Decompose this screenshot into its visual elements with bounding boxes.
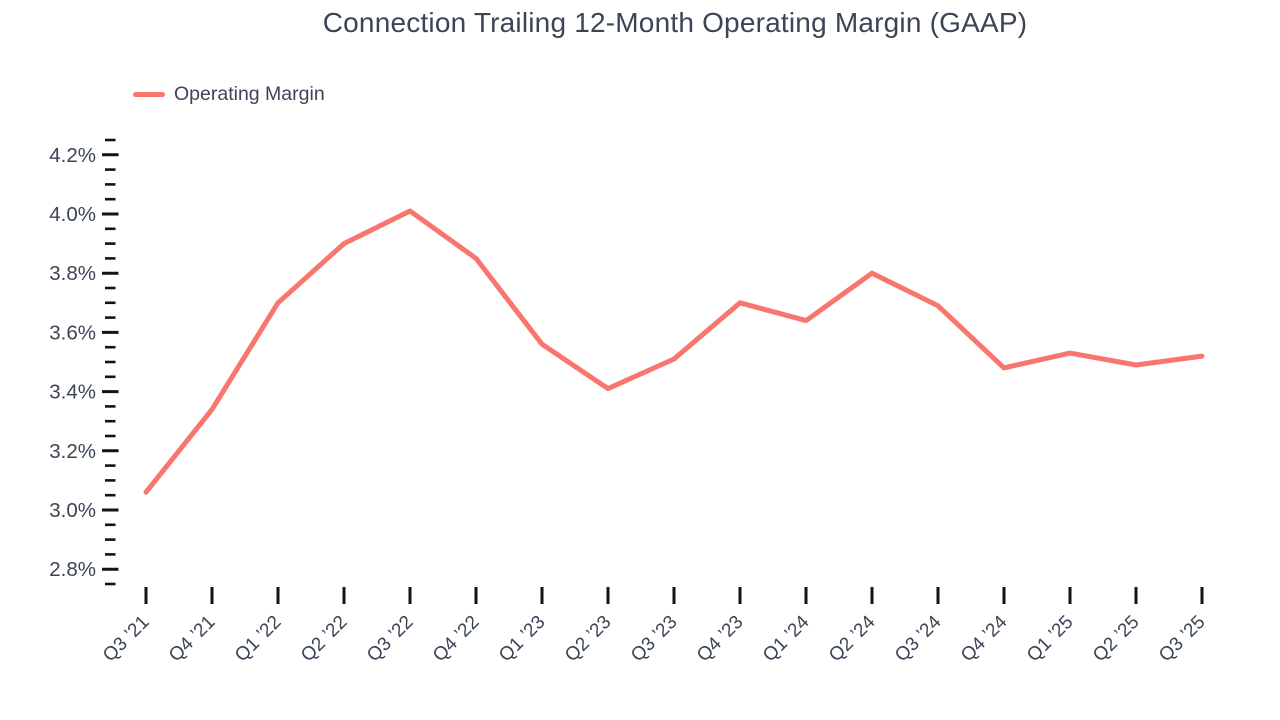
x-axis: Q3 ’21 Q4 ’21 Q1 ’22 Q2 ’22 Q3 ’22 Q4 ’22 Q1 ’… <box>99 587 1210 666</box>
y-axis-label: 4.0% <box>49 203 96 226</box>
x-axis-label: Q1 ’25 <box>1023 612 1077 666</box>
x-axis-label: Q4 ’23 <box>693 612 747 666</box>
x-axis-label: Q2 ’23 <box>561 612 615 666</box>
y-axis-label: 3.8% <box>49 262 96 285</box>
x-axis-label: Q3 ’21 <box>99 612 153 666</box>
y-axis: 4.2% 4.0% 3.8% 3.6% 3.4% 3.2% 3.0% 2.8% <box>49 138 119 586</box>
y-axis-label: 3.0% <box>49 499 96 522</box>
x-axis-label: Q3 ’23 <box>627 612 681 666</box>
x-axis-label: Q2 ’24 <box>825 611 880 666</box>
y-axis-label: 3.6% <box>49 321 96 344</box>
x-axis-label: Q1 ’23 <box>495 612 549 666</box>
y-axis-label: 2.8% <box>49 558 96 581</box>
x-axis-label: Q3 ’24 <box>891 611 946 666</box>
y-axis-label: 3.4% <box>49 381 96 404</box>
x-axis-label: Q3 ’25 <box>1155 612 1209 666</box>
x-axis-label: Q4 ’22 <box>429 612 483 666</box>
y-axis-label: 3.2% <box>49 440 96 463</box>
x-axis-label: Q4 ’24 <box>957 611 1012 666</box>
legend-line-swatch <box>133 91 165 98</box>
x-axis-label: Q2 ’22 <box>297 612 351 666</box>
x-axis-label: Q1 ’22 <box>231 612 285 666</box>
y-axis-label: 4.2% <box>49 144 96 167</box>
x-axis-label: Q1 ’24 <box>759 611 814 666</box>
chart-title: Connection Trailing 12-Month Operating M… <box>322 7 1028 38</box>
legend: Operating Margin <box>133 83 325 106</box>
x-axis-label: Q2 ’25 <box>1089 612 1143 666</box>
x-axis-label: Q3 ’22 <box>363 612 417 666</box>
legend-label: Operating Margin <box>174 83 325 105</box>
x-axis-label: Q4 ’21 <box>165 612 219 666</box>
series-line-operating-margin <box>143 208 1205 495</box>
